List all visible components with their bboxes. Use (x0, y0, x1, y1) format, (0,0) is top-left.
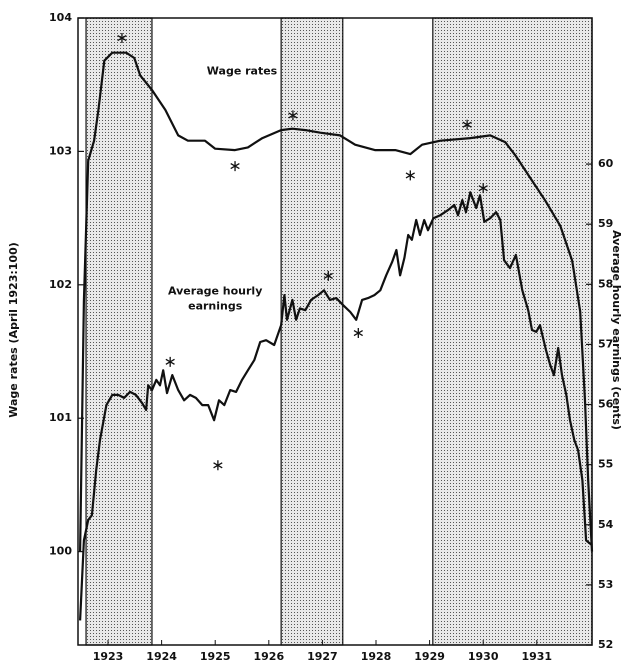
turning-point (213, 460, 223, 471)
y2-tick-label: 57 (598, 337, 613, 350)
y2-tick-label: 59 (598, 217, 613, 230)
y-tick-label: 102 (49, 278, 72, 291)
turning-point (353, 328, 363, 339)
x-tick-label: 1923 (93, 650, 124, 663)
y-axis-label: Wage rates (April 1923:100) (7, 242, 20, 417)
y2-tick-label: 58 (598, 277, 613, 290)
recession-band (432, 17, 593, 646)
turning-point (405, 170, 415, 181)
turning-point (230, 161, 240, 172)
y-tick-label: 104 (49, 11, 72, 24)
annotation: Average hourly earnings (168, 284, 262, 312)
x-tick-label: 1925 (200, 650, 231, 663)
recession-band (85, 17, 153, 646)
y2-tick-label: 56 (598, 398, 614, 411)
y2-axis-label: Average hourly earnings (cents) (610, 230, 623, 430)
y2-tick-label: 54 (598, 518, 614, 531)
x-tick-label: 1928 (361, 650, 392, 663)
y2-tick-label: 55 (598, 458, 613, 471)
y2-tick-label: 53 (598, 578, 613, 591)
turning-point (165, 356, 175, 367)
x-tick-label: 1930 (468, 650, 499, 663)
turning-point (462, 119, 472, 130)
annotation: Wage rates (207, 64, 278, 77)
plot-frame (77, 17, 593, 646)
x-tick-label: 1927 (307, 650, 338, 663)
turning-point (323, 270, 333, 281)
series-line (79, 191, 593, 621)
x-tick-label: 1931 (521, 650, 552, 663)
y2-tick-label: 60 (598, 157, 614, 170)
x-tick-label: 1924 (146, 650, 177, 663)
y2-tick-label: 52 (598, 638, 613, 651)
x-tick-label: 1926 (253, 650, 284, 663)
y-tick-label: 101 (49, 411, 72, 424)
y-tick-label: 103 (49, 144, 72, 157)
recession-band (280, 17, 344, 646)
series-line (79, 51, 594, 552)
y-tick-label: 100 (49, 545, 72, 558)
turning-point (117, 33, 127, 44)
x-tick-label: 1929 (414, 650, 445, 663)
turning-point (478, 183, 488, 194)
turning-point (288, 110, 298, 121)
